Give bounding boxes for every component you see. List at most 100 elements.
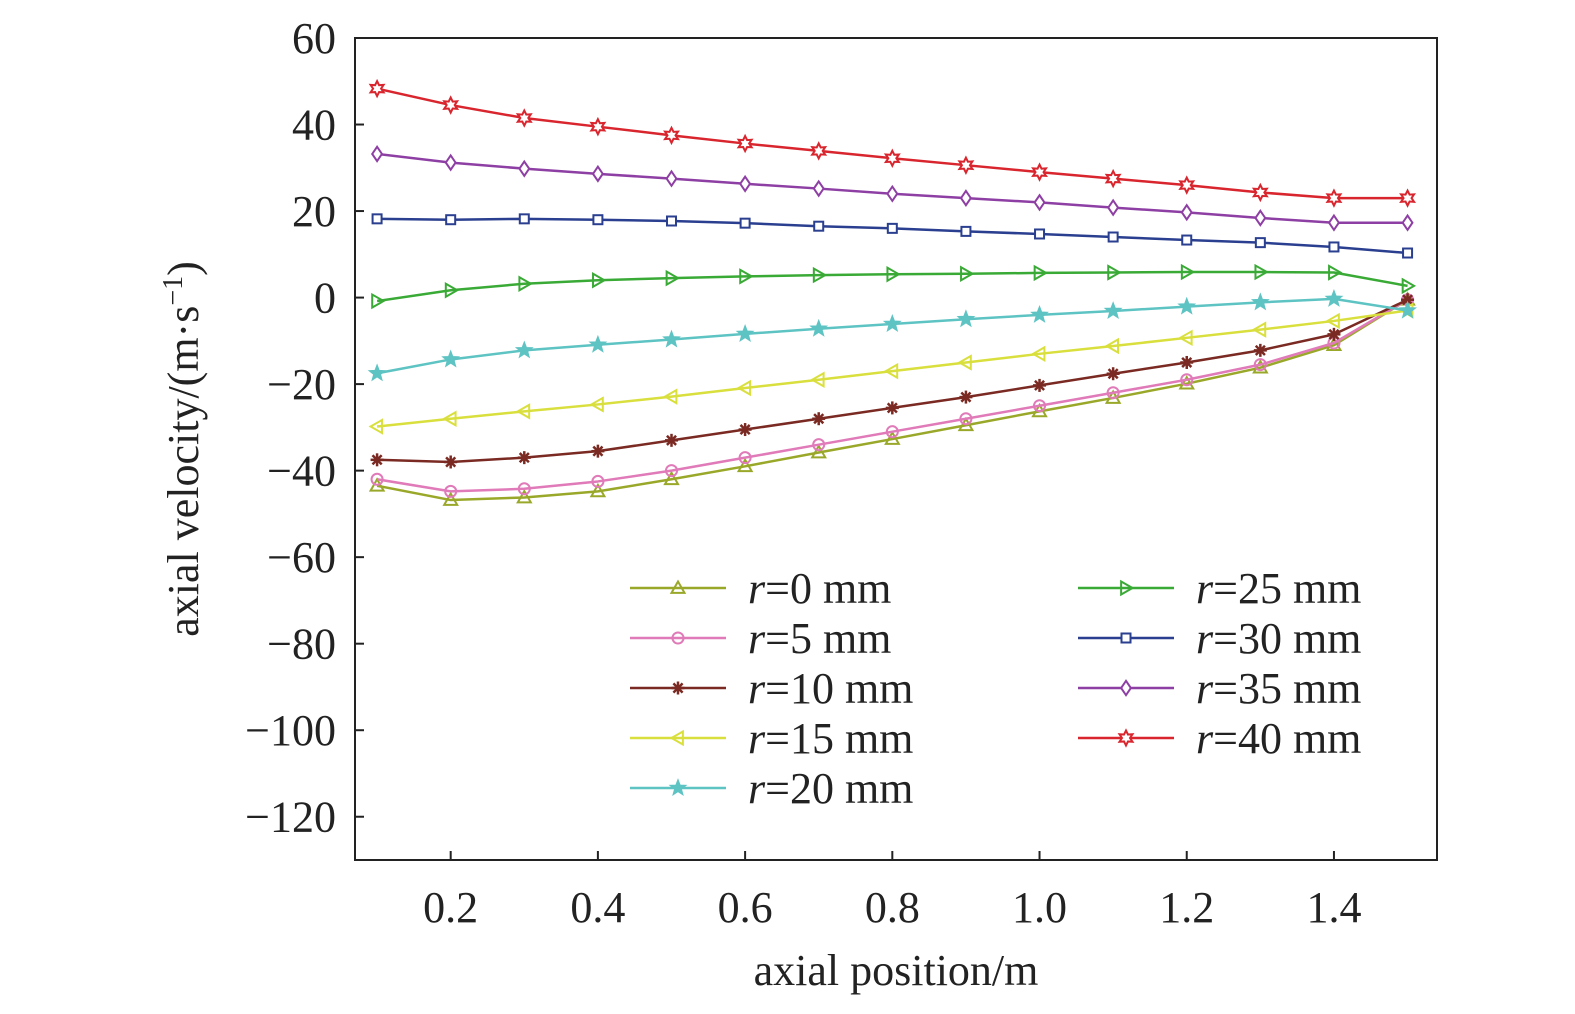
data-point: [736, 379, 751, 397]
data-point: [1180, 355, 1194, 369]
data-point: [589, 482, 607, 498]
data-point: [371, 213, 383, 225]
data-point: [1252, 359, 1269, 374]
data-point: [1031, 345, 1046, 363]
data-point: [812, 266, 828, 284]
data-point: [1106, 386, 1120, 400]
data-point: [518, 213, 530, 225]
data-point: [442, 491, 459, 506]
legend-entry: r=20 mm: [630, 764, 913, 813]
legend-label: r=25 mm: [1196, 564, 1361, 613]
data-point: [1178, 175, 1196, 195]
data-point: [739, 268, 754, 285]
data-point: [735, 324, 755, 342]
legend-marker: [668, 778, 688, 797]
y-axis-title-main: axial velocity/(m·s: [159, 306, 208, 637]
y-tick-label: 40: [292, 101, 336, 150]
data-point: [1030, 304, 1049, 323]
legend-entry: r=35 mm: [1078, 664, 1361, 713]
series-r35mm: [370, 145, 1414, 232]
data-point: [444, 455, 458, 469]
x-axis-title: axial position/m: [754, 946, 1039, 995]
x-tick-label: 0.8: [865, 883, 920, 932]
data-point: [517, 482, 531, 496]
legend-entry: r=10 mm: [630, 664, 913, 713]
data-point: [444, 484, 458, 498]
data-point: [662, 388, 678, 405]
data-point: [592, 272, 607, 289]
data-point: [665, 433, 679, 447]
data-point: [589, 396, 604, 413]
data-point: [1033, 378, 1047, 392]
data-point: [1031, 162, 1048, 182]
data-point: [739, 217, 751, 229]
data-point: [368, 418, 383, 435]
x-tick-label: 1.0: [1012, 883, 1067, 932]
data-point: [665, 269, 681, 287]
legend: r=0 mmr=5 mmr=10 mmr=15 mmr=20 mm r=25 mm…: [630, 564, 1361, 813]
data-point: [371, 292, 386, 310]
data-point: [1254, 263, 1269, 281]
data-point: [1106, 367, 1120, 381]
data-point: [1034, 228, 1046, 240]
data-point: [1033, 264, 1049, 282]
series-r40mm: [368, 78, 1416, 208]
data-point: [886, 222, 898, 234]
data-point: [1033, 399, 1047, 413]
y-tick-label: 60: [292, 14, 336, 63]
data-point: [445, 214, 457, 226]
data-point: [514, 340, 534, 359]
data-point: [1180, 373, 1194, 387]
data-point: [886, 265, 901, 283]
legend-label: r=20 mm: [748, 764, 913, 813]
data-point: [957, 416, 975, 432]
data-point: [442, 410, 457, 427]
data-point: [1178, 375, 1195, 390]
data-point: [444, 153, 457, 172]
data-point: [517, 451, 531, 465]
data-point: [812, 438, 826, 452]
data-point: [959, 390, 973, 404]
data-point: [442, 95, 460, 115]
data-point: [813, 220, 825, 232]
data-point: [736, 457, 754, 473]
plot-frame: [354, 37, 1438, 861]
series-r20mm: [367, 288, 1417, 382]
series-r10mm: [370, 293, 1415, 469]
data-point: [518, 159, 531, 178]
data-point: [957, 354, 972, 371]
data-point: [736, 133, 754, 154]
data-point: [662, 329, 681, 348]
data-point: [664, 464, 679, 478]
tick-marks: [355, 37, 1335, 860]
data-point: [1251, 182, 1269, 203]
data-point: [370, 453, 384, 467]
y-tick-label: −120: [245, 793, 336, 842]
data-point: [1402, 247, 1414, 259]
data-point: [1401, 213, 1414, 232]
y-tick-label: −60: [267, 533, 336, 582]
data-point: [1178, 329, 1193, 347]
legend-marker: [1120, 579, 1135, 597]
y-axis-title-close: ): [159, 261, 208, 276]
data-point: [591, 164, 604, 183]
data-point: [1253, 358, 1267, 372]
data-point: [809, 318, 829, 337]
data-point: [1180, 263, 1196, 281]
data-point: [883, 148, 901, 169]
data-point: [368, 78, 386, 99]
data-point: [1107, 264, 1122, 281]
legend-marker: [671, 631, 685, 645]
data-point: [1398, 300, 1417, 319]
data-point: [1328, 241, 1340, 253]
data-point: [441, 349, 461, 368]
data-point: [370, 145, 384, 163]
data-point: [1324, 288, 1344, 307]
y-tick-label: 0: [314, 274, 336, 323]
legend-marker: [1119, 679, 1133, 697]
data-point: [885, 425, 899, 439]
x-tick-labels: 0.2 0.4 0.6 0.8 1.0 1.2 1.4: [423, 883, 1361, 932]
series-r5mm: [370, 293, 1415, 498]
data-point: [959, 189, 973, 207]
